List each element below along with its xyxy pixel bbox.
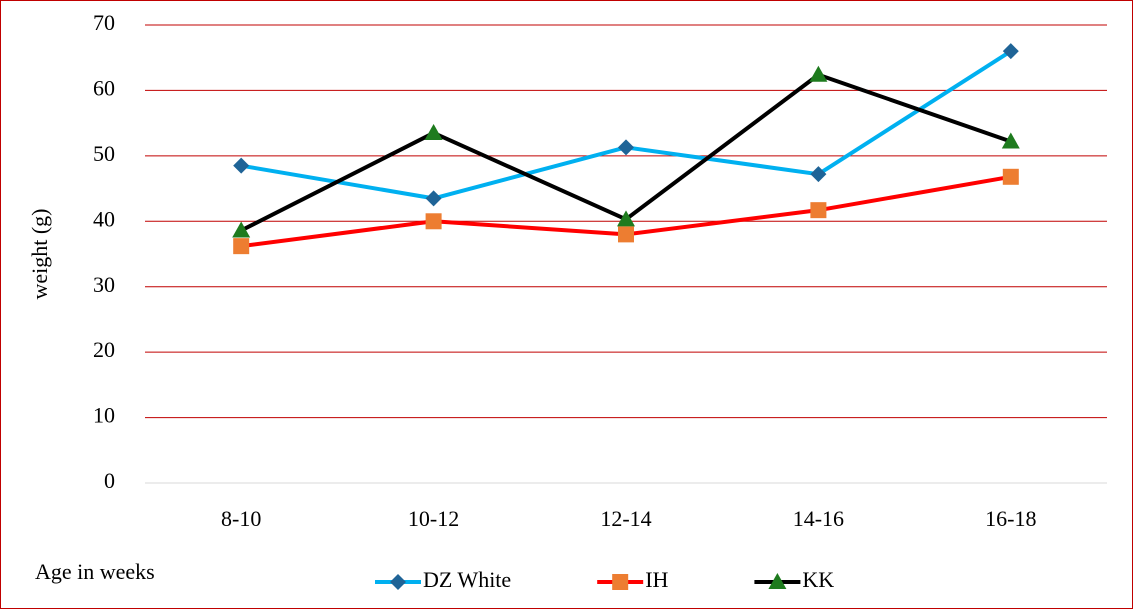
y-axis-label: weight (g) bbox=[27, 208, 52, 299]
y-tick-label: 0 bbox=[104, 468, 115, 493]
legend-label: DZ White bbox=[423, 567, 511, 592]
data-point bbox=[232, 221, 251, 238]
x-tick-label: 10-12 bbox=[408, 506, 459, 531]
data-point bbox=[233, 157, 250, 174]
data-point bbox=[424, 123, 443, 140]
y-tick-label: 50 bbox=[93, 141, 115, 166]
data-point bbox=[1002, 43, 1019, 60]
x-tick-label: 8-10 bbox=[221, 506, 261, 531]
y-tick-label: 60 bbox=[93, 75, 115, 100]
legend-marker bbox=[768, 573, 787, 589]
data-point bbox=[617, 210, 635, 227]
data-point bbox=[233, 238, 250, 255]
data-point bbox=[618, 226, 634, 243]
data-point bbox=[810, 202, 827, 219]
legend-marker bbox=[390, 574, 406, 590]
y-tick-label: 70 bbox=[93, 10, 115, 35]
y-tick-label: 30 bbox=[93, 272, 115, 297]
x-tick-label: 16-18 bbox=[985, 506, 1036, 531]
data-point bbox=[618, 139, 634, 156]
data-point bbox=[425, 190, 442, 207]
x-axis-label: Age in weeks bbox=[35, 559, 155, 584]
x-tick-label: 14-16 bbox=[793, 506, 844, 531]
data-point bbox=[1001, 132, 1020, 149]
data-point bbox=[809, 65, 828, 82]
legend-marker bbox=[612, 574, 629, 590]
data-point bbox=[425, 213, 442, 230]
y-tick-label: 20 bbox=[93, 337, 115, 362]
y-tick-label: 40 bbox=[93, 206, 115, 231]
data-point bbox=[1002, 168, 1019, 185]
data-point bbox=[810, 166, 827, 183]
legend-label: KK bbox=[802, 567, 834, 592]
x-tick-label: 12-14 bbox=[600, 506, 651, 531]
legend-label: IH bbox=[645, 567, 668, 592]
y-tick-label: 10 bbox=[93, 403, 115, 428]
